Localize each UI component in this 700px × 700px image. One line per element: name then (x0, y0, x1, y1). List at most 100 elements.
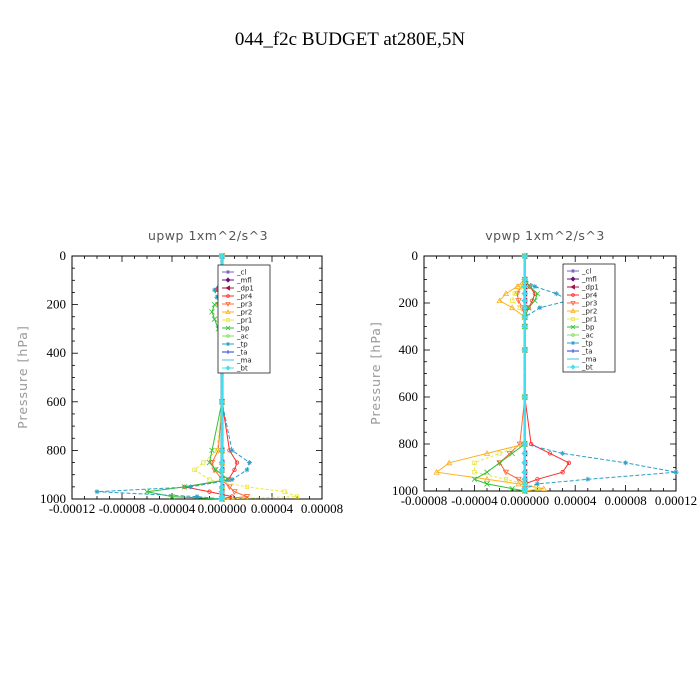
y-tick-label: 1000 (40, 491, 66, 506)
y-tick-label: 600 (399, 389, 419, 404)
data-point_bp (144, 488, 150, 495)
x-tick-label: -0.00012 (49, 501, 96, 516)
data-point_pr1 (472, 470, 477, 475)
legend-marker_pr3 (570, 301, 576, 306)
data-point_pr2 (496, 297, 503, 304)
legend-label_pr2: _pr2 (236, 309, 252, 317)
legend-label_mfl: _mfl (581, 276, 597, 284)
legend-marker_cl (571, 269, 575, 273)
legend-label_ac: _ac (581, 332, 594, 340)
data-point_pr2 (433, 468, 440, 475)
data-point_pr3 (496, 460, 503, 467)
data-point_pr4 (566, 460, 572, 465)
y-tick-label: 0 (60, 248, 67, 263)
x-tick-label: -0.00004 (149, 501, 196, 516)
data-point_tp (623, 460, 629, 466)
data-point_pr3 (502, 469, 510, 476)
data-point_bp (484, 481, 490, 487)
data-point_pr1 (294, 494, 300, 499)
data-point_pr4 (527, 284, 532, 289)
legend-marker_bt (570, 364, 576, 370)
x-tick-label: -0.00004 (451, 493, 498, 508)
x-tick-label: 0.00004 (554, 493, 597, 508)
data-point_bp (525, 304, 532, 311)
data-point_pr2 (483, 475, 491, 482)
legend-label_tp: _tp (581, 340, 593, 348)
data-point_bt (521, 283, 528, 290)
data-point_pr1 (510, 298, 515, 303)
data-point_pr3 (226, 484, 233, 491)
data-point_bp (225, 476, 232, 483)
plot-area-vpwp: -0.00008 -0.00004 0.000000 0.00004 0.00008 0.… (392, 248, 697, 508)
data-point_pr2 (514, 283, 521, 289)
data-point_tp (229, 477, 235, 483)
legend-label_dp1: _dp1 (236, 285, 254, 293)
data-point_bp (212, 467, 219, 473)
data-point_pr3 (243, 494, 251, 500)
legend-label_dp1: _dp1 (581, 284, 599, 292)
data-point_pr1 (282, 489, 287, 494)
legend-label_pr4: _pr4 (236, 293, 253, 301)
legend-label_pr3: _pr3 (581, 300, 597, 308)
data-point_pr3 (514, 291, 521, 297)
data-point_pr4 (207, 489, 212, 494)
data-point_tp (534, 481, 540, 487)
data-point_bp (209, 447, 215, 454)
data-point_pr4 (560, 470, 565, 475)
data-point_bt (218, 398, 226, 405)
legend-marker_mfl (225, 277, 231, 283)
data-point_pr1 (472, 460, 477, 465)
data-point_bt (218, 459, 226, 466)
data-point_bt (521, 450, 528, 457)
legend-label_bt: _bt (236, 365, 248, 373)
legend-marker_pr1 (226, 318, 230, 322)
data-point_pr2 (483, 450, 491, 456)
data-point_bt (218, 466, 226, 473)
data-point_pr2 (502, 290, 510, 296)
data-point_bp (496, 460, 503, 466)
legend-marker_pr1 (571, 317, 575, 321)
legend-label_ma: _ma (581, 356, 597, 364)
legend-label_ma: _ma (236, 357, 252, 365)
legend-label_ta: _ta (581, 348, 593, 356)
data-point_pr1 (517, 305, 522, 310)
plot-frame-upwp (71, 255, 323, 500)
y-tick-label: 400 (47, 345, 67, 360)
data-point_bt (521, 440, 528, 448)
y-axis-label-vpwp: Pressure [hPa] (368, 321, 383, 425)
data-point_pr1 (535, 486, 540, 491)
x-tick-label: 0.00008 (301, 501, 343, 516)
data-point_bt (521, 304, 528, 311)
data-point_bp (534, 290, 541, 297)
data-point_tp (560, 450, 566, 456)
x-tick-label: 0.00004 (251, 501, 294, 516)
y-tick-label: 600 (47, 394, 67, 409)
data-point_pr2 (540, 485, 547, 492)
legend-marker_dp1 (570, 284, 575, 290)
legend-label_pr1: _pr1 (236, 317, 252, 325)
legend-label_bp: _bp (236, 325, 250, 333)
legend-marker_pr2 (225, 309, 231, 314)
legend-label_mfl: _mfl (236, 277, 252, 285)
legend-marker_bp (570, 324, 576, 330)
legend-marker_ta (226, 350, 230, 354)
data-point_bp (206, 459, 213, 466)
data-point_bt (521, 459, 528, 466)
data-point_bp (532, 297, 538, 304)
legend-marker_pr4 (226, 294, 230, 298)
legend-marker_tp (571, 341, 575, 345)
data-point_pr4 (547, 451, 553, 456)
data-point_tp (585, 476, 591, 482)
plot-area-upwp: -0.00012 -0.00008 -0.00004 0.000000 0.00004 0… (40, 248, 343, 516)
data-point_tp (553, 291, 559, 297)
legend-marker_bp (225, 325, 231, 331)
legend-marker_bt (225, 365, 231, 371)
x-tick-label: -0.00008 (99, 501, 146, 516)
y-tick-label: 800 (399, 436, 419, 451)
legend-marker_pr4 (571, 293, 575, 297)
panel-upwp: upwp 1xm^2/s^3 Pressure [hPa] -0.00012 -0… (15, 228, 343, 516)
data-point_bt (521, 297, 528, 304)
data-point_pr1 (512, 291, 517, 296)
legend-label_tp: _tp (236, 341, 248, 349)
